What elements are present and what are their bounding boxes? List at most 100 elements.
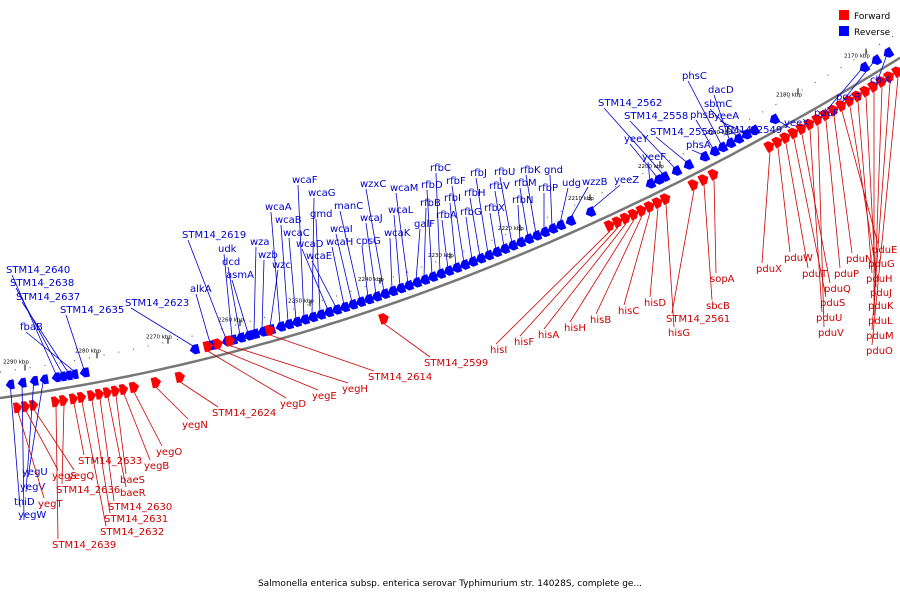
scale-tick-label: 2230 kbp xyxy=(428,253,454,259)
forward-gene-label: hisG xyxy=(668,328,690,339)
reverse-gene-rfbN-shape xyxy=(515,236,527,248)
reverse-gene-label: dacD xyxy=(708,85,734,96)
reverse-gene-wcaF xyxy=(299,314,311,325)
forward-gene-pduM xyxy=(883,71,894,84)
reverse-gene-leader xyxy=(27,376,45,478)
forward-gene-leader xyxy=(801,134,831,284)
reverse-gene-rfbX-shape xyxy=(491,246,503,258)
forward-gene-yegQ-shape xyxy=(28,399,39,411)
reverse-gene-label: thiD xyxy=(14,497,35,508)
forward-gene-baeS xyxy=(110,385,121,397)
forward-gene-pduH xyxy=(851,90,863,103)
scale-tick-label: 2170 kbp xyxy=(844,54,870,60)
scale-tick-label: 2190 kbp xyxy=(706,130,732,136)
reverse-gene-wcaD-shape xyxy=(323,306,335,318)
forward-gene-yegN-shape xyxy=(150,376,162,389)
reverse-gene-label: rfbI xyxy=(444,193,461,204)
reverse-gene-label: rfbU xyxy=(494,167,515,178)
scale-tick-label: 2240 kbp xyxy=(358,277,384,283)
forward-gene-hisG-shape xyxy=(659,193,671,206)
reverse-gene-leader xyxy=(423,207,427,278)
reverse-gene-leader xyxy=(489,212,497,251)
forward-gene-sopA-shape xyxy=(707,168,719,181)
forward-gene-yegT-shape xyxy=(13,402,23,414)
reverse-gene-yeeF-shape xyxy=(645,177,657,189)
reverse-gene-label: yegV xyxy=(20,482,45,493)
reverse-gene-wcaG-shape xyxy=(307,311,319,323)
reverse-gene-leader xyxy=(231,279,249,334)
forward-gene-label: STM14_2631 xyxy=(104,514,168,525)
forward-gene-label: STM14_2630 xyxy=(108,502,172,513)
reverse-gene-leader xyxy=(559,187,569,224)
reverse-gene-rfbX xyxy=(491,246,503,258)
forward-gene-leader xyxy=(115,395,127,475)
reverse-gene-yeeF xyxy=(645,177,657,189)
reverse-gene-phsB-shape xyxy=(709,145,721,157)
map-caption: Salmonella enterica subsp. enterica sero… xyxy=(257,579,643,589)
reverse-gene-label: yeeA xyxy=(714,111,739,122)
reverse-gene-leader xyxy=(9,381,21,508)
reverse-gene-label: STM14_2623 xyxy=(125,298,189,309)
reverse-gene-leader xyxy=(335,233,353,303)
reverse-gene-wcaE-shape xyxy=(331,304,343,315)
forward-gene-pduQ-shape xyxy=(795,123,807,135)
reverse-gene-leader xyxy=(311,260,337,308)
forward-gene-pduU-shape xyxy=(803,118,815,131)
reverse-gene-STM14_2638 xyxy=(57,371,67,382)
forward-gene-pduE xyxy=(835,100,847,112)
reverse-gene-rfbI xyxy=(451,262,463,273)
forward-gene-leader xyxy=(155,386,189,420)
reverse-gene-rfbG-shape xyxy=(467,255,479,267)
reverse-gene-wcaK xyxy=(387,285,399,297)
reverse-gene-label: phsB xyxy=(690,110,715,121)
reverse-gene-gnd xyxy=(547,222,559,234)
forward-gene-leader xyxy=(671,190,695,314)
reverse-gene-label: wza xyxy=(250,237,270,248)
forward-gene-leader xyxy=(703,185,713,301)
reverse-gene-STM14_2640 xyxy=(51,372,61,383)
reverse-gene-leader xyxy=(21,379,25,521)
reverse-gene-leader xyxy=(187,239,227,339)
reverse-gene-label: STM14_2619 xyxy=(182,230,246,241)
forward-gene-leader xyxy=(857,101,873,274)
reverse-gene-leader xyxy=(25,377,35,493)
reverse-gene-wcaI-shape xyxy=(347,298,359,310)
reverse-gene-leader xyxy=(365,188,385,292)
reverse-gene-leader xyxy=(426,189,433,275)
reverse-gene-label: STM14_2637 xyxy=(16,292,80,303)
reverse-gene-leader xyxy=(195,293,211,343)
reverse-gene-rfbK-shape xyxy=(531,229,543,241)
forward-gene-leader xyxy=(17,411,45,499)
reverse-gene-rfbA xyxy=(443,265,455,276)
forward-gene-yegB xyxy=(118,383,129,396)
reverse-gene-wcaE xyxy=(331,304,343,315)
forward-gene-leader xyxy=(569,219,635,323)
forward-gene-label: pduU xyxy=(816,313,842,324)
reverse-gene-wzxC-shape xyxy=(379,288,391,299)
reverse-gene-label: dcd xyxy=(222,257,240,268)
reverse-gene-label: yeeY xyxy=(624,134,649,145)
reverse-gene-label: wcaL xyxy=(388,205,414,216)
reverse-gene-phsA xyxy=(699,150,711,162)
reverse-gene-galF xyxy=(411,276,423,288)
backbone-line xyxy=(0,56,900,400)
reverse-gene-label: udg xyxy=(562,178,581,189)
reverse-gene-label: yeeZ xyxy=(614,175,639,186)
reverse-gene-STM14_2549 xyxy=(749,124,761,136)
forward-gene-leader xyxy=(713,180,717,274)
reverse-gene-wcaK-shape xyxy=(387,285,399,297)
forward-gene-hisC xyxy=(643,201,655,213)
reverse-gene-rfbV xyxy=(499,243,511,254)
forward-gene-leader xyxy=(825,120,841,269)
reverse-gene-label: STM14_2558 xyxy=(624,111,688,122)
reverse-gene-gmd-shape xyxy=(315,309,327,320)
reverse-gene-yegV xyxy=(29,375,39,386)
forward-gene-STM14_2624-shape xyxy=(174,371,186,384)
reverse-gene-wza-shape xyxy=(249,328,261,339)
reverse-gene-leader xyxy=(361,245,369,298)
reverse-gene-wcaC xyxy=(291,316,303,328)
forward-gene-pduW-shape xyxy=(771,136,783,149)
reverse-gene-label: STM14_2640 xyxy=(6,265,70,276)
forward-gene-label: pduS xyxy=(820,298,845,309)
reverse-gene-dacD xyxy=(725,137,737,149)
